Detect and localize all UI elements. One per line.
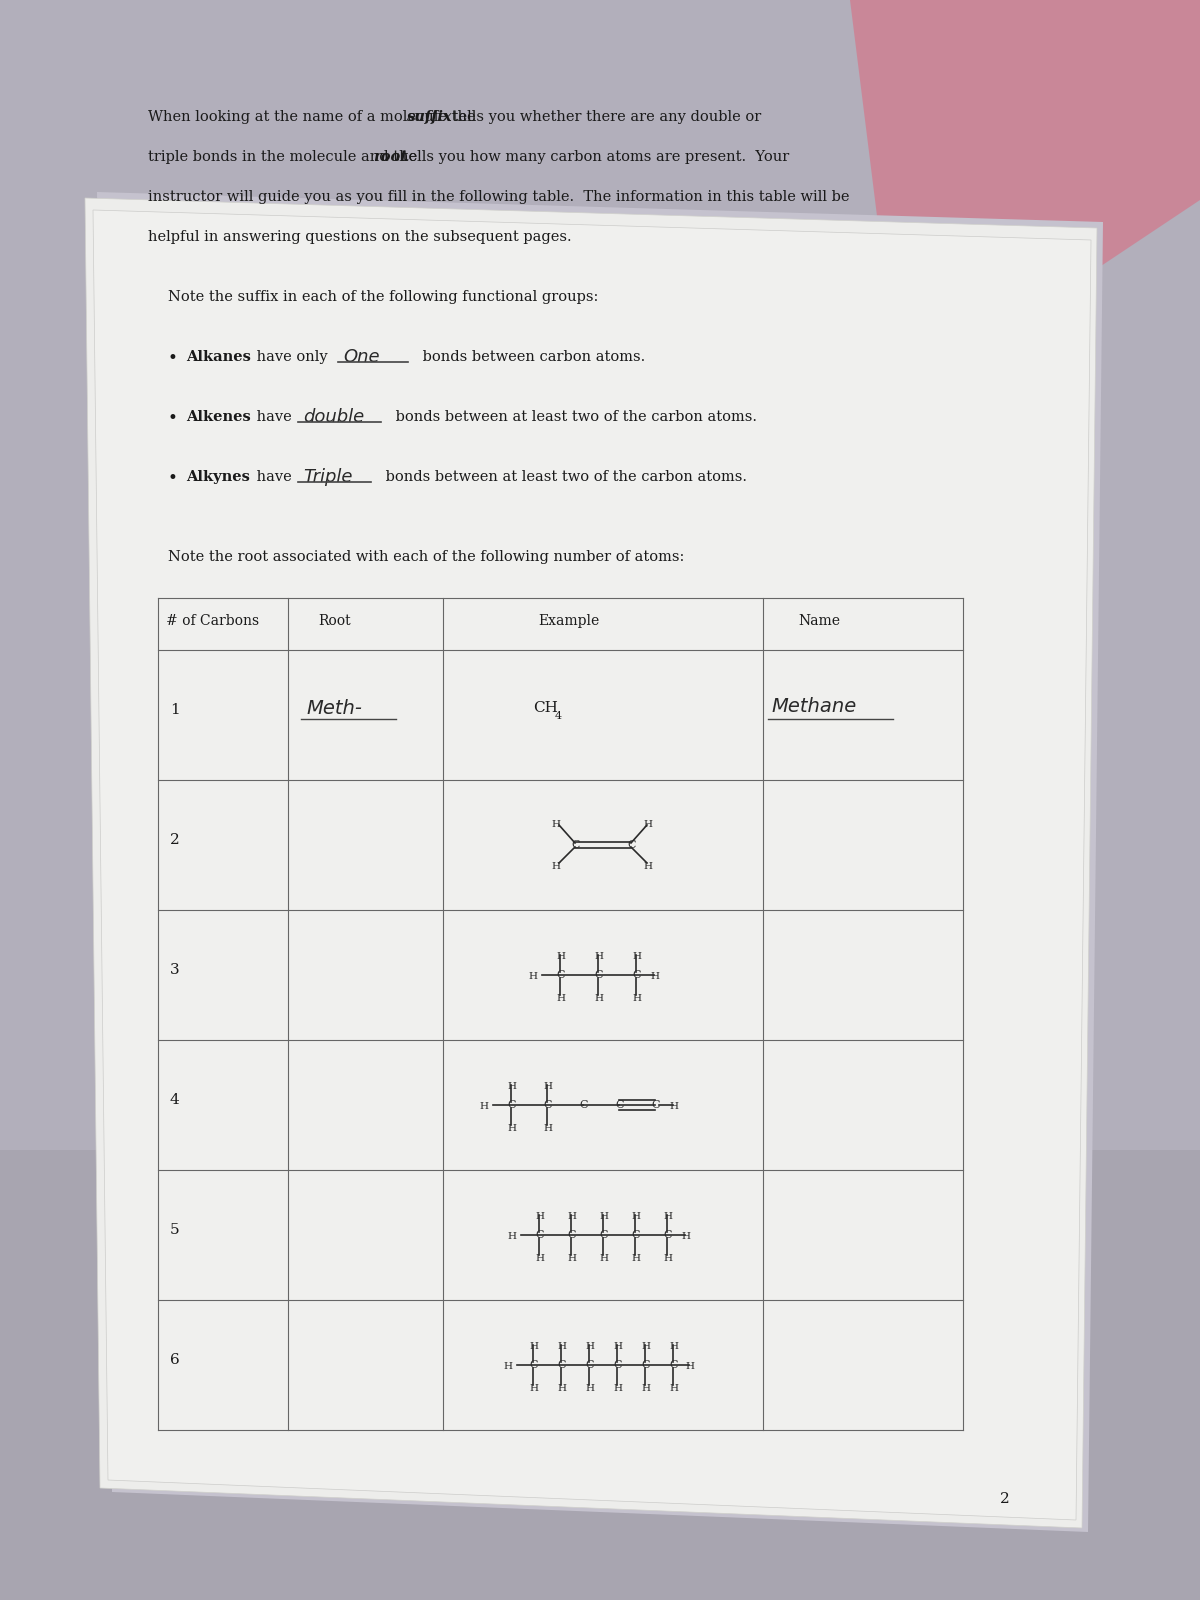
Text: C: C (535, 1230, 544, 1240)
Text: 1: 1 (170, 702, 180, 717)
Text: bonds between at least two of the carbon atoms.: bonds between at least two of the carbon… (391, 410, 757, 424)
Text: H: H (529, 1342, 538, 1350)
Text: H: H (641, 1342, 650, 1350)
Text: •: • (168, 350, 178, 366)
Text: C: C (641, 1360, 649, 1370)
Text: C: C (529, 1360, 538, 1370)
Text: 4: 4 (554, 710, 562, 722)
Text: Name: Name (798, 614, 840, 627)
Text: Triple: Triple (302, 467, 353, 486)
Text: H: H (613, 1342, 622, 1350)
Text: H: H (599, 1254, 608, 1262)
Text: Methane: Methane (772, 698, 857, 717)
Text: Example: Example (538, 614, 599, 627)
Text: H: H (613, 1384, 622, 1394)
Text: H: H (632, 994, 641, 1003)
Text: H: H (670, 1384, 678, 1394)
Text: Root: Root (318, 614, 350, 627)
Text: H: H (568, 1213, 576, 1221)
Text: helpful in answering questions on the subsequent pages.: helpful in answering questions on the su… (148, 230, 571, 243)
Text: # of Carbons: # of Carbons (166, 614, 259, 627)
Text: bonds between carbon atoms.: bonds between carbon atoms. (418, 350, 646, 365)
Text: H: H (551, 862, 560, 870)
Text: H: H (479, 1102, 488, 1110)
Text: have: have (252, 470, 292, 483)
Text: H: H (508, 1082, 516, 1091)
Polygon shape (85, 198, 1097, 1528)
Text: C: C (599, 1230, 607, 1240)
Text: H: H (503, 1362, 512, 1371)
Text: •: • (168, 470, 178, 486)
Text: H: H (594, 952, 604, 962)
Text: C: C (632, 970, 641, 979)
Text: have: have (252, 410, 292, 424)
Polygon shape (97, 192, 1103, 1533)
Text: have only: have only (252, 350, 328, 365)
Text: H: H (685, 1362, 694, 1371)
Text: C: C (628, 840, 636, 850)
Text: Note the suffix in each of the following functional groups:: Note the suffix in each of the following… (168, 290, 599, 304)
Text: C: C (557, 1360, 565, 1370)
Text: tells you whether there are any double or: tells you whether there are any double o… (448, 110, 761, 125)
Text: H: H (535, 1254, 544, 1262)
Text: H: H (557, 1384, 566, 1394)
Text: C: C (542, 1101, 552, 1110)
Text: C: C (556, 970, 564, 979)
Text: H: H (643, 819, 652, 829)
Text: H: H (557, 1342, 566, 1350)
Text: C: C (586, 1360, 594, 1370)
Text: H: H (556, 994, 565, 1003)
Text: H: H (670, 1102, 678, 1110)
Text: C: C (508, 1101, 516, 1110)
Polygon shape (850, 0, 1200, 400)
Text: H: H (556, 952, 565, 962)
Text: CH: CH (533, 701, 558, 715)
Text: C: C (662, 1230, 672, 1240)
Text: C: C (580, 1101, 588, 1110)
Text: C: C (568, 1230, 576, 1240)
Text: Note the root associated with each of the following number of atoms:: Note the root associated with each of th… (168, 550, 684, 565)
Text: H: H (599, 1213, 608, 1221)
Text: H: H (650, 971, 659, 981)
Text: H: H (535, 1213, 544, 1221)
Text: Alkynes: Alkynes (186, 470, 250, 483)
Text: C: C (631, 1230, 640, 1240)
Text: Alkenes: Alkenes (186, 410, 251, 424)
Text: H: H (586, 1384, 594, 1394)
Text: bonds between at least two of the carbon atoms.: bonds between at least two of the carbon… (382, 470, 746, 483)
Text: C: C (670, 1360, 678, 1370)
Text: H: H (528, 971, 538, 981)
Text: H: H (682, 1232, 690, 1242)
Text: Meth-: Meth- (306, 699, 362, 718)
Text: 4: 4 (170, 1093, 180, 1107)
Text: H: H (542, 1123, 552, 1133)
Text: 2: 2 (170, 834, 180, 846)
Text: 6: 6 (170, 1354, 180, 1366)
Text: C: C (650, 1101, 660, 1110)
Text: •: • (168, 410, 178, 427)
Text: H: H (632, 952, 641, 962)
Text: triple bonds in the molecule and the: triple bonds in the molecule and the (148, 150, 422, 165)
Text: H: H (529, 1384, 538, 1394)
Text: H: H (568, 1254, 576, 1262)
Text: One: One (343, 349, 379, 366)
Text: H: H (508, 1232, 516, 1242)
Text: H: H (542, 1082, 552, 1091)
Text: 3: 3 (170, 963, 180, 978)
Text: C: C (613, 1360, 622, 1370)
Text: double: double (302, 408, 365, 426)
Text: Alkanes: Alkanes (186, 350, 251, 365)
Text: H: H (662, 1213, 672, 1221)
Text: C: C (594, 970, 602, 979)
Polygon shape (94, 210, 1091, 1520)
Polygon shape (0, 1150, 1200, 1600)
Text: H: H (551, 819, 560, 829)
Text: instructor will guide you as you fill in the following table.  The information i: instructor will guide you as you fill in… (148, 190, 850, 203)
Text: C: C (616, 1101, 624, 1110)
Text: H: H (631, 1213, 640, 1221)
Text: H: H (662, 1254, 672, 1262)
Text: 5: 5 (170, 1222, 180, 1237)
Text: tells you how many carbon atoms are present.  Your: tells you how many carbon atoms are pres… (398, 150, 790, 165)
Text: H: H (586, 1342, 594, 1350)
